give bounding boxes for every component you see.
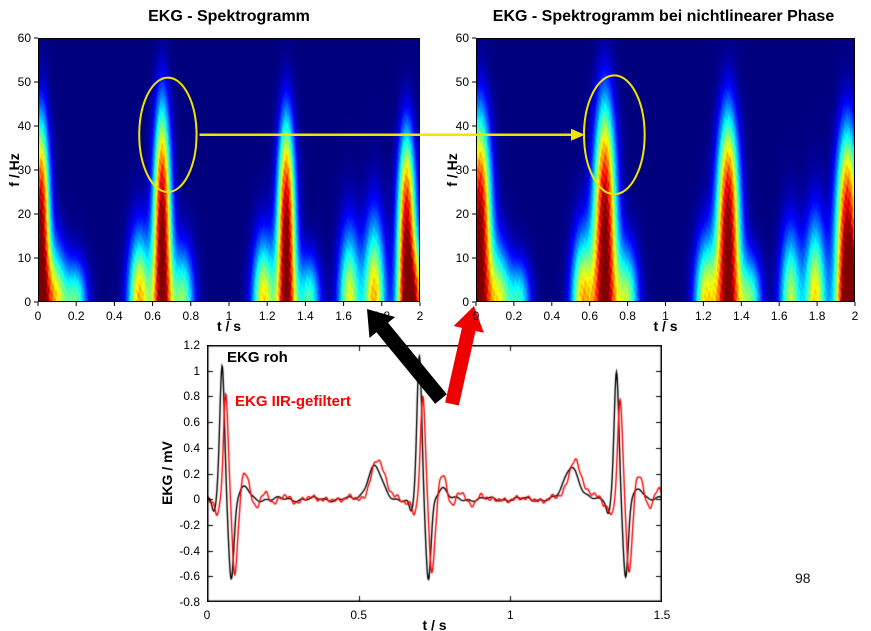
tick-label: 0.2 [505, 309, 523, 323]
ekg-yaxis-label: EKG / mV [159, 441, 175, 505]
tick-label: 1.2 [258, 309, 276, 323]
tick-label: 0.4 [106, 309, 123, 323]
legend-ekg-roh: EKG roh [227, 349, 288, 366]
tick-label: -0.8 [179, 595, 200, 609]
tick-label: 1.6 [335, 309, 352, 323]
ekg-plot-canvas [207, 345, 662, 602]
tick-label: 1.4 [732, 309, 750, 323]
tick-label: 0.8 [619, 309, 636, 323]
tick-label: -0.4 [179, 543, 200, 558]
tick-label: 50 [17, 75, 31, 89]
right-spectrogram-heatmap [476, 38, 855, 302]
tick-label: 0.6 [183, 415, 200, 430]
tick-label: 60 [455, 31, 469, 45]
tick-label: 0.4 [183, 440, 200, 455]
tick-label: 1 [662, 309, 669, 323]
tick-label: 0.8 [183, 389, 200, 404]
tick-label: 10 [17, 251, 31, 265]
tick-label: 0.4 [543, 309, 561, 323]
tick-label: 40 [17, 119, 31, 133]
tick-label: 20 [17, 207, 31, 221]
tick-label: 1.8 [373, 309, 391, 323]
tick-label: 1.2 [183, 338, 200, 352]
tick-label: 30 [17, 163, 31, 177]
tick-label: 1.4 [297, 309, 314, 323]
tick-label: 1.5 [653, 608, 671, 622]
left-spectrogram-title: EKG - Spektrogramm [148, 8, 310, 25]
tick-label: 0 [462, 295, 469, 309]
tick-label: 0.5 [350, 608, 367, 622]
page-number: 98 [795, 570, 811, 586]
tick-label: -0.6 [179, 569, 200, 584]
tick-label: 1.8 [808, 309, 826, 323]
legend-ekg-iir: EKG IIR-gefiltert [235, 393, 351, 410]
tick-label: 20 [455, 207, 469, 221]
tick-label: -0.2 [179, 517, 200, 532]
left-spectrogram-xaxis-label: t / s [216, 318, 242, 334]
tick-label: 1.6 [770, 309, 788, 323]
tick-label: 0 [34, 309, 42, 323]
tick-label: 0.2 [67, 309, 85, 323]
ekg-xaxis-label: t / s [422, 617, 447, 631]
tick-label: 10 [455, 251, 469, 265]
tick-label: 2 [416, 309, 424, 323]
tick-label: 0.2 [183, 466, 200, 481]
tick-label: 60 [17, 31, 31, 45]
tick-label: 0 [193, 492, 200, 507]
tick-label: 2 [851, 309, 859, 323]
tick-label: 0 [203, 608, 211, 622]
tick-label: 0.6 [581, 309, 599, 323]
tick-label: 30 [455, 163, 469, 177]
tick-label: 1.2 [695, 309, 712, 323]
right-spectrogram-title: EKG - Spektrogramm bei nichtlinearer Pha… [492, 8, 835, 25]
tick-label: 0.6 [144, 309, 161, 323]
tick-label: 0.8 [182, 309, 200, 323]
tick-label: 40 [455, 119, 469, 133]
tick-label: 1 [193, 363, 200, 378]
tick-label: 0 [24, 295, 31, 309]
tick-label: 50 [455, 75, 469, 89]
right-spectrogram-xaxis-label: t / s [653, 318, 678, 334]
tick-label: 1 [506, 608, 514, 622]
left-spectrogram-heatmap [38, 38, 420, 302]
tick-label: 0 [472, 309, 480, 323]
tick-label: 1 [225, 309, 233, 323]
